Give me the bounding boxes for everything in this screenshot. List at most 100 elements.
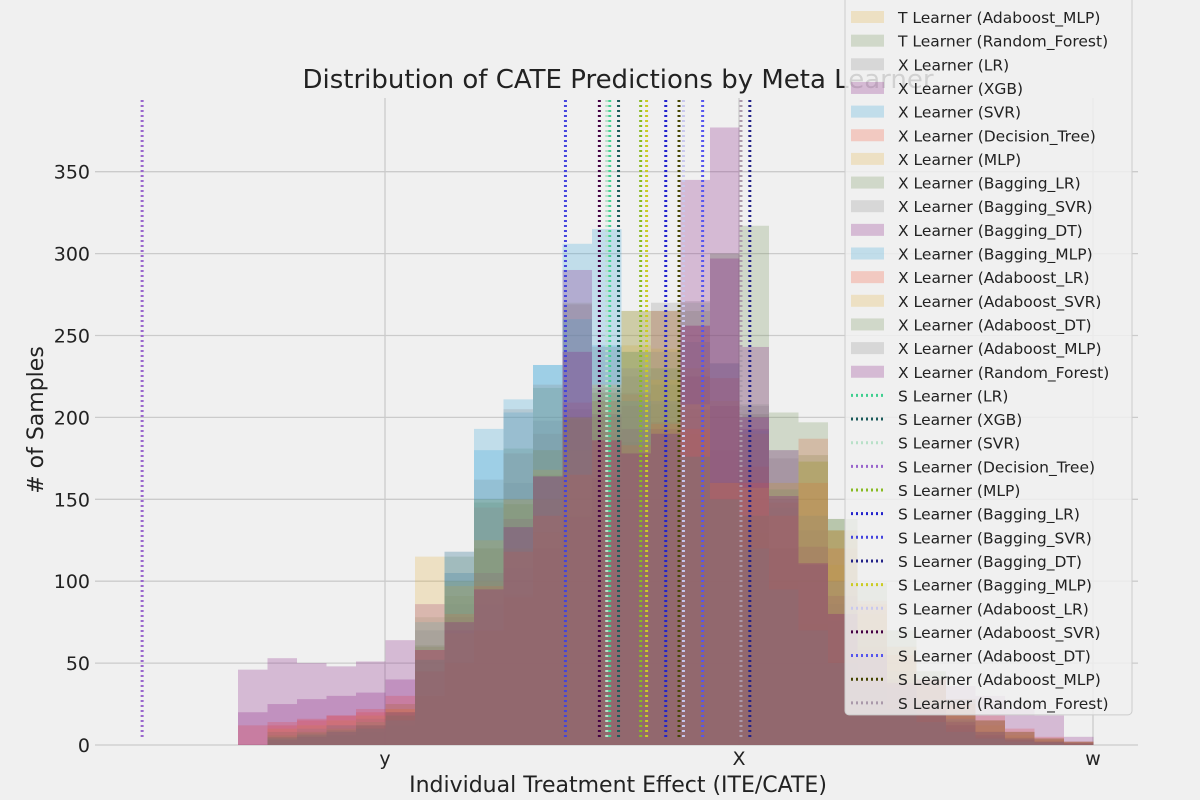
legend-label: X Learner (Adaboost_SVR) <box>898 293 1101 312</box>
histogram-bar <box>415 646 445 745</box>
histogram-bar <box>592 384 622 745</box>
histogram-bar <box>474 548 504 745</box>
histogram-bar <box>946 731 976 745</box>
histogram-bar <box>533 532 563 745</box>
histogram-bar <box>326 728 356 745</box>
histogram-bar <box>1005 741 1035 745</box>
histogram-bar <box>1034 715 1064 745</box>
histogram-bar <box>533 450 563 745</box>
histogram-bar <box>503 594 533 745</box>
histogram-bar <box>798 564 828 745</box>
histogram-bar <box>946 725 976 745</box>
histogram-bar <box>916 715 946 745</box>
histogram-bar <box>562 243 592 746</box>
legend-patch <box>851 176 884 189</box>
histogram-bar <box>1034 741 1064 745</box>
histogram-bar <box>385 695 415 745</box>
x-tick-label: y <box>379 748 390 770</box>
legend-label: X Learner (Random_Forest) <box>898 364 1109 383</box>
histogram-bar <box>946 728 976 745</box>
histogram-bar <box>1034 736 1064 745</box>
legend-label: S Learner (MLP) <box>898 482 1020 500</box>
histogram-bar <box>592 401 622 745</box>
histogram-bar <box>710 363 740 745</box>
histogram-bar <box>680 376 710 745</box>
histogram-bar <box>297 731 327 745</box>
histogram-bar <box>503 399 533 745</box>
histogram-bar <box>385 712 415 745</box>
legend-patch <box>851 152 884 165</box>
histogram-bar <box>798 564 828 745</box>
histogram-bar <box>975 731 1005 745</box>
histogram-bar <box>562 409 592 745</box>
histogram-bar <box>769 502 799 745</box>
histogram-bar <box>680 302 710 745</box>
y-axis-ticks: 0 50 100 150 200 250 300 350 <box>54 162 90 757</box>
histogram-bar <box>444 556 474 745</box>
histogram-bar <box>562 351 592 745</box>
histogram-bar <box>385 715 415 745</box>
histogram-bar <box>680 409 710 745</box>
histogram-bar <box>444 622 474 745</box>
histogram-bar <box>267 736 297 745</box>
histogram-bar <box>975 731 1005 745</box>
histogram-bar <box>533 387 563 745</box>
legend-label: S Learner (Bagging_LR) <box>898 506 1080 525</box>
histogram-bar <box>739 515 769 745</box>
y-tick-label: 150 <box>54 489 90 511</box>
histogram-bar <box>975 720 1005 745</box>
histogram-bar <box>1064 736 1094 745</box>
histogram-bar <box>503 548 533 745</box>
histogram-bar <box>415 671 445 745</box>
histogram-bar <box>739 433 769 745</box>
histogram-bar <box>651 384 681 745</box>
histogram-bar <box>946 731 976 745</box>
histogram-bar <box>798 482 828 745</box>
histogram-bar <box>503 597 533 745</box>
histogram-bar <box>385 640 415 745</box>
legend-label: S Learner (Adaboost_SVR) <box>898 624 1101 643</box>
histogram-bar <box>1034 740 1064 745</box>
legend-label: X Learner (Bagging_MLP) <box>898 246 1093 265</box>
legend-label: T Learner (Random_Forest) <box>897 33 1108 52</box>
histogram-bar <box>326 715 356 745</box>
histogram-bar <box>1064 743 1094 745</box>
histogram-bar <box>238 712 268 745</box>
histogram-bar <box>356 731 386 745</box>
legend-label: S Learner (Adaboost_LR) <box>898 600 1089 619</box>
histogram-bar <box>710 540 740 745</box>
histogram-bar <box>1005 738 1035 745</box>
histogram-bar <box>415 659 445 745</box>
histogram-bar <box>503 412 533 745</box>
histogram-bar <box>415 617 445 745</box>
histogram-bar <box>503 499 533 745</box>
histogram-bar <box>533 384 563 745</box>
histogram-bar <box>1064 741 1094 745</box>
histogram-bar <box>415 695 445 745</box>
histogram-bar <box>533 474 563 745</box>
histogram-bar <box>798 455 828 745</box>
histogram-bars <box>238 127 1094 746</box>
histogram-bar <box>415 630 445 745</box>
histogram-bar <box>710 482 740 745</box>
histogram-bar <box>975 735 1005 745</box>
histogram-bar <box>680 499 710 745</box>
histogram-bar <box>975 720 1005 745</box>
histogram-bar <box>326 715 356 745</box>
histogram-bar <box>680 433 710 745</box>
histogram-bar <box>1034 738 1064 745</box>
histogram-bar <box>297 733 327 745</box>
histogram-bar <box>326 735 356 745</box>
histogram-bar <box>798 438 828 745</box>
histogram-bar <box>444 581 474 745</box>
histogram-bar <box>769 482 799 745</box>
histogram-bar <box>533 476 563 745</box>
legend-label: S Learner (Decision_Tree) <box>898 458 1095 477</box>
histogram-bar <box>562 474 592 745</box>
histogram-bar <box>356 661 386 745</box>
histogram-bar <box>1034 738 1064 745</box>
histogram-bar <box>975 731 1005 745</box>
histogram-bar <box>946 720 976 745</box>
histogram-bar <box>1064 743 1094 745</box>
